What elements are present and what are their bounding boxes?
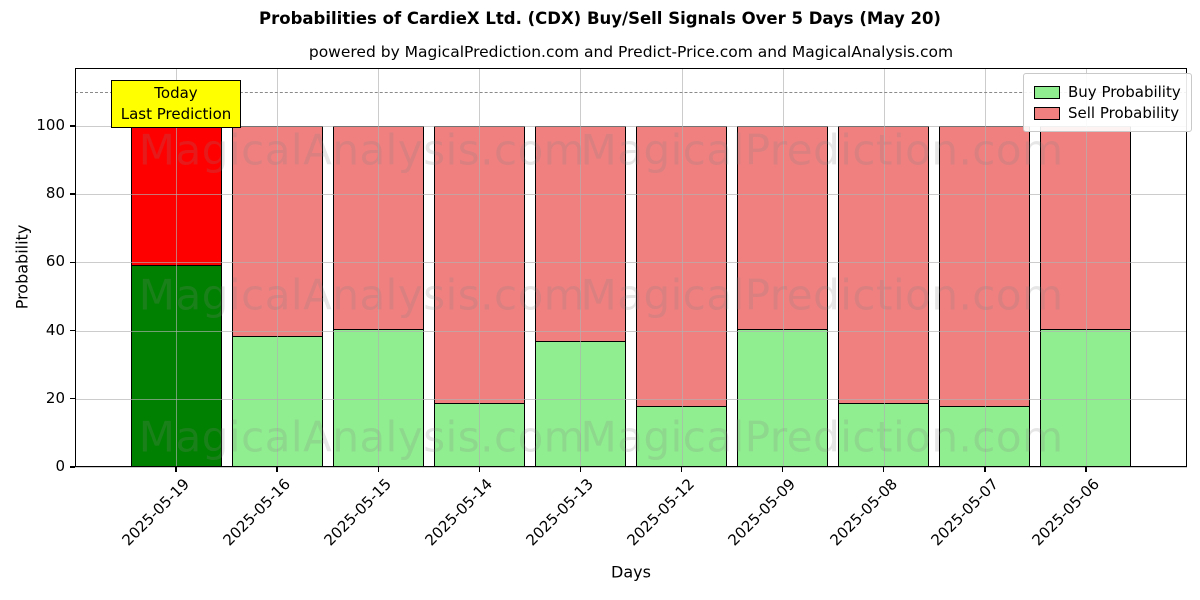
annotation-line-2: Last Prediction xyxy=(120,105,232,123)
sell-bar-segment xyxy=(636,125,728,408)
annotation-line-1: Today xyxy=(154,84,198,102)
legend-label: Buy Probability xyxy=(1068,83,1181,101)
x-tick-label: 2025-05-06 xyxy=(1028,475,1103,550)
y-axis-tick xyxy=(70,261,75,264)
x-axis-tick xyxy=(377,467,379,472)
legend-item: Sell Probability xyxy=(1034,104,1181,122)
sell-bar-segment xyxy=(939,125,1031,408)
legend-item: Buy Probability xyxy=(1034,83,1181,101)
x-axis-tick xyxy=(175,467,177,472)
dashed-reference-line xyxy=(75,91,1187,93)
x-axis-tick xyxy=(984,467,986,472)
x-tick-label: 2025-05-09 xyxy=(724,475,800,550)
y-axis-tick xyxy=(70,466,75,468)
buy-bar-segment xyxy=(433,402,525,467)
legend-swatch-icon xyxy=(1034,85,1060,99)
x-tick-label: 2025-05-14 xyxy=(421,475,497,550)
sell-bar-segment xyxy=(534,126,626,343)
sell-bar-segment xyxy=(130,126,222,266)
sell-bar-segment xyxy=(838,125,930,404)
sell-bar-segment xyxy=(332,126,424,331)
x-axis-tick xyxy=(579,467,582,472)
x-axis-tick xyxy=(276,467,278,472)
sell-bar-segment xyxy=(737,126,829,331)
plot-area: Today Last Prediction Buy Probability Sel… xyxy=(36,68,1192,549)
x-axis-tick xyxy=(680,467,683,472)
chart-title: Probabilities of CardieX Ltd. (CDX) Buy/… xyxy=(259,9,941,28)
y-tick-label: 60 xyxy=(45,252,65,271)
buy-bar-segment xyxy=(939,405,1031,467)
buy-bar-segment xyxy=(231,335,323,467)
x-axis-tick xyxy=(1085,467,1087,472)
y-axis-label: Probability xyxy=(12,224,32,310)
y-tick-label: 0 xyxy=(55,457,65,476)
buy-bar-segment xyxy=(838,402,930,467)
x-tick-label: 2025-05-16 xyxy=(219,475,294,550)
horizontal-gridline xyxy=(75,467,1187,468)
legend: Buy Probability Sell Probability xyxy=(1023,73,1192,132)
chart-subtitle: powered by MagicalPrediction.com and Pre… xyxy=(308,43,954,61)
today-annotation: Today Last Prediction xyxy=(111,80,241,128)
y-tick-label: 40 xyxy=(45,320,65,339)
x-axis-label: Days xyxy=(611,562,651,582)
x-tick-label: 2025-05-13 xyxy=(522,475,598,550)
x-tick-label: 2025-05-12 xyxy=(623,475,699,550)
sell-bar-segment xyxy=(1040,126,1132,331)
buy-bar-segment xyxy=(534,340,626,467)
x-tick-label: 2025-05-07 xyxy=(927,475,1002,550)
y-tick-label: 80 xyxy=(45,184,65,203)
buy-bar-segment xyxy=(737,328,829,467)
legend-swatch-icon xyxy=(1034,106,1060,120)
y-tick-label: 100 xyxy=(36,116,65,135)
y-axis-tick xyxy=(70,398,75,400)
x-tick-label: 2025-05-15 xyxy=(320,475,395,550)
y-axis-tick xyxy=(70,329,75,332)
sell-bar-segment xyxy=(433,125,525,404)
sell-bar-segment xyxy=(231,125,323,338)
x-tick-label: 2025-05-19 xyxy=(118,475,193,550)
legend-label: Sell Probability xyxy=(1068,104,1180,122)
buy-bar-segment xyxy=(130,264,222,467)
y-axis-tick xyxy=(70,193,75,195)
buy-bar-segment xyxy=(636,405,728,467)
x-axis-tick xyxy=(478,467,481,472)
buy-bar-segment xyxy=(332,328,424,467)
x-axis-tick xyxy=(781,467,784,472)
buy-bar-segment xyxy=(1040,328,1132,467)
x-tick-label: 2025-05-08 xyxy=(826,475,901,550)
y-axis-tick xyxy=(70,125,75,127)
x-axis-tick xyxy=(883,467,885,472)
y-tick-label: 20 xyxy=(45,388,65,407)
